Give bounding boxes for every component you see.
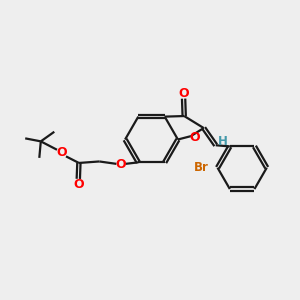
Text: H: H [218,135,227,148]
Text: O: O [178,87,189,100]
Text: O: O [115,158,126,171]
Text: O: O [56,146,67,159]
Text: O: O [190,131,200,144]
Text: O: O [73,178,84,191]
Text: Br: Br [194,160,209,174]
